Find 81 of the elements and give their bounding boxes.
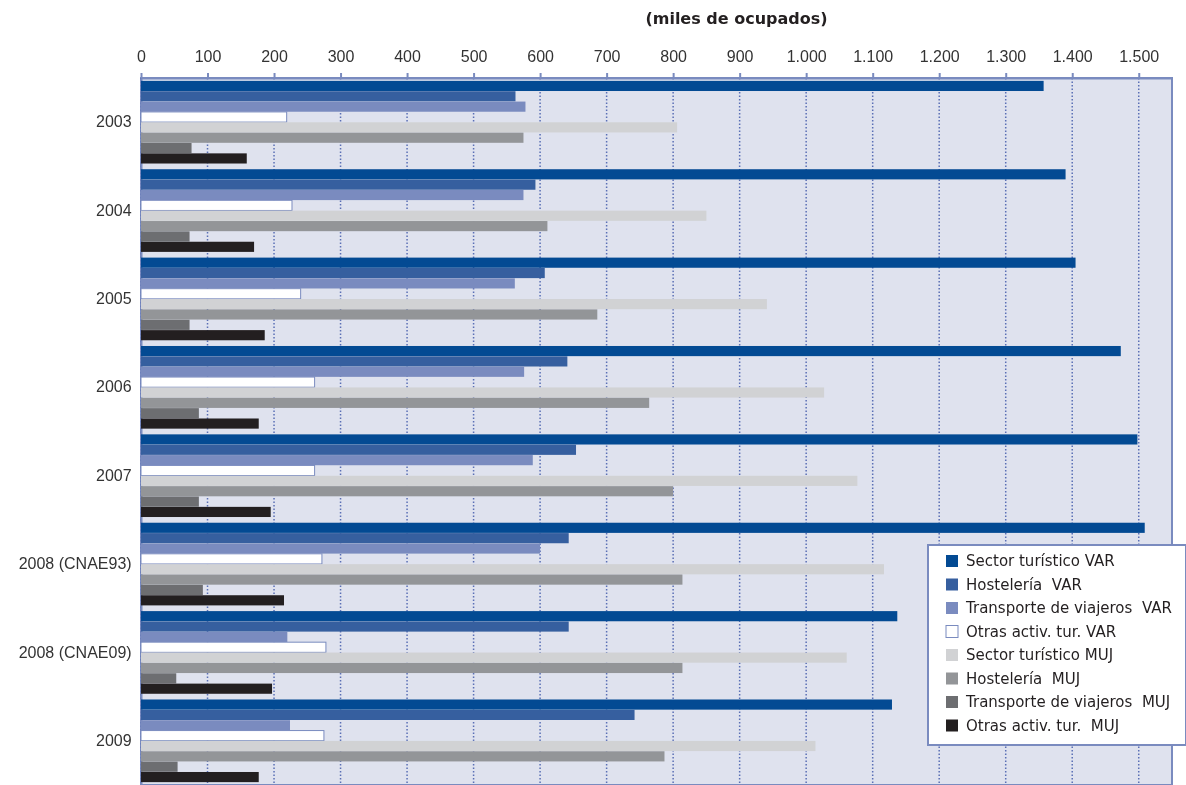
y-tick-label: 2008 (CNAE09)	[18, 643, 132, 661]
bar	[141, 169, 1066, 180]
y-tick-label: 2008 (CNAE93)	[18, 555, 132, 573]
bar	[141, 611, 898, 622]
y-tick-label: 2007	[96, 466, 132, 484]
bar	[141, 434, 1138, 445]
x-tick-label: 100	[194, 48, 222, 65]
bar	[141, 771, 259, 783]
bar	[141, 122, 678, 133]
bar	[141, 475, 858, 486]
bar	[141, 574, 683, 585]
bar	[141, 564, 884, 575]
bar	[141, 699, 892, 710]
bar	[141, 709, 635, 720]
bar	[141, 751, 665, 762]
x-tick-label: 700	[593, 48, 621, 65]
x-tick-label: 200	[261, 48, 288, 65]
bar	[141, 356, 568, 367]
bar	[141, 257, 1076, 268]
bar	[141, 740, 816, 752]
bar	[141, 673, 177, 684]
bar	[141, 683, 273, 694]
x-tick-label: 300	[327, 48, 355, 65]
bar	[141, 153, 247, 164]
x-tick-label: 1.500	[1119, 48, 1160, 65]
y-tick-label: 2006	[96, 378, 132, 396]
bar	[141, 761, 178, 772]
x-tick-label: 800	[660, 48, 688, 65]
y-tick-label: 2005	[96, 290, 132, 308]
x-tick-label: 500	[460, 48, 488, 65]
bar	[141, 522, 1145, 533]
bar	[141, 486, 674, 497]
bar	[141, 397, 650, 408]
x-tick-label: 0	[137, 48, 147, 65]
bar	[141, 652, 847, 663]
bar	[141, 319, 190, 330]
x-tick-label: 1.300	[986, 48, 1027, 65]
x-tick-label: 1.400	[1052, 48, 1093, 65]
bar	[141, 662, 683, 674]
bar	[141, 330, 265, 341]
legend-label: Transporte de viajeros MUJ	[965, 693, 1171, 711]
bar	[141, 506, 271, 518]
x-axis-title: (miles de ocupados)	[645, 9, 828, 28]
bar	[141, 345, 1121, 357]
x-tick-label: 1.000	[786, 48, 827, 65]
x-tick-label: 1.100	[853, 48, 894, 65]
x-tick-label: 900	[726, 48, 754, 65]
x-tick-label: 400	[394, 48, 422, 65]
legend-label: Sector turístico MUJ	[966, 646, 1114, 664]
bar	[141, 408, 199, 419]
legend-label: Otras activ. tur. VAR	[966, 622, 1117, 641]
x-tick-label: 600	[527, 48, 555, 65]
y-tick-label: 2009	[96, 731, 132, 749]
legend-label: Hostelería MUJ	[966, 669, 1081, 688]
bar	[141, 309, 598, 320]
y-tick-label: 2003	[96, 113, 132, 131]
bar	[141, 387, 825, 398]
bar	[141, 595, 285, 606]
bar	[141, 132, 524, 143]
bar	[141, 221, 548, 232]
bar	[141, 418, 259, 429]
legend-label: Hostelería VAR	[966, 575, 1082, 594]
bar	[141, 444, 577, 455]
bar	[141, 584, 203, 596]
x-tick-label: 1.200	[919, 48, 960, 65]
bar	[141, 533, 569, 544]
bar	[141, 299, 767, 310]
bar	[141, 267, 545, 279]
bar	[141, 210, 707, 221]
bar	[141, 143, 192, 154]
bar	[141, 241, 255, 252]
bar	[141, 621, 569, 632]
y-tick-label: 2004	[96, 201, 132, 219]
bar	[141, 179, 536, 190]
legend-label: Otras activ. tur. MUJ	[966, 716, 1120, 735]
bar	[141, 80, 1044, 92]
bar	[141, 496, 199, 507]
legend-label: Transporte de viajeros VAR	[965, 599, 1172, 617]
legend-label: Sector turístico VAR	[966, 552, 1115, 570]
bar	[141, 91, 516, 102]
bar	[141, 231, 190, 242]
